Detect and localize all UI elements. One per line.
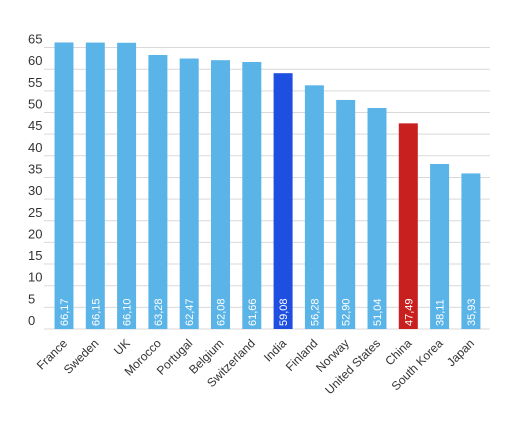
bar [430,163,450,329]
bar-value-label: 63,28 [153,298,165,326]
y-tick-label: 0 [28,313,35,328]
bar-value-label: 62,47 [184,298,196,326]
bar-value-label: 62,08 [216,298,228,326]
bar-value-label: 56,28 [309,298,321,326]
value-labels: 66,17 66,15 66,10 63,28 62,47 62,08 61,66 59,08… [59,298,478,326]
y-tick-label: 20 [28,226,42,241]
bar-value-label: 52,90 [341,298,353,326]
y-tick-label: 30 [28,183,42,198]
bar [211,60,230,329]
bar [148,54,168,330]
y-tick-label: 35 [28,161,42,176]
bars [54,42,481,330]
bar [461,173,481,329]
y-tick-label: 50 [28,97,42,112]
y-tick-label: 15 [28,248,42,263]
bar-value-label: 66,10 [122,298,134,326]
bar-value-label: 51,04 [372,298,384,326]
x-tick-label: Finland [283,336,321,374]
y-tick-label: 45 [28,118,42,133]
x-tick-label: India [261,336,290,365]
bar [273,73,293,330]
y-tick-label: 60 [28,53,42,68]
y-tick-label: 5 [28,291,35,306]
y-tick-label: 40 [28,140,42,155]
bar [367,107,387,330]
y-tick-label: 65 [28,32,42,47]
bar [54,42,74,330]
bar [398,123,418,329]
bar [85,42,105,330]
bar [117,42,137,330]
bar-value-label: 61,66 [247,298,259,326]
bar-value-label: 66,15 [90,298,102,326]
bar-value-label: 66,17 [59,298,71,326]
x-tick-label: UK [111,336,133,358]
y-tick-label: 25 [28,205,42,220]
bar [336,99,356,330]
bar-value-label: 38,11 [435,299,447,326]
x-tick-label: Sweden [61,336,102,377]
bar [304,85,324,329]
grid-lines [44,47,490,330]
bar [242,62,262,329]
bar [179,58,199,329]
y-tick-label: 55 [28,75,42,90]
bar-value-label: 59,08 [278,298,290,326]
y-axis-ticks: 0 5 10 15 20 25 30 35 40 45 50 55 60 65 [28,32,42,328]
y-tick-label: 10 [28,270,42,285]
x-tick-label: Japan [444,336,477,369]
bar-value-label: 47,49 [403,298,415,326]
bar-value-label: 35,93 [466,298,478,326]
